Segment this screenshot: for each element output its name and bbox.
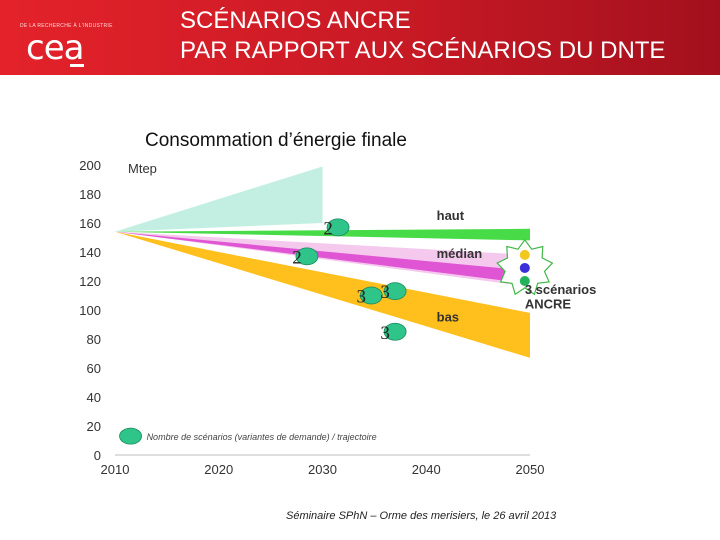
y-tick-label: 100	[79, 303, 101, 318]
scenario-count-marker	[383, 322, 407, 341]
ancre-label-line1: 3 scénarios	[525, 282, 597, 297]
y-tick-label: 80	[87, 332, 101, 347]
ancre-scenario-dot	[519, 249, 530, 260]
y-tick-label: 60	[87, 361, 101, 376]
series-band-teal	[115, 166, 323, 232]
series-band-bas	[115, 231, 530, 358]
y-tick-label: 180	[79, 187, 101, 202]
chart-title: Consommation d’énergie finale	[145, 130, 407, 151]
series-label-haut: haut	[437, 208, 465, 223]
logo-tagline: DE LA RECHERCHE À L'INDUSTRIE	[20, 23, 113, 29]
x-tick-label: 2030	[308, 462, 337, 477]
y-tick-label: 40	[87, 390, 101, 405]
cea-logo: DE LA RECHERCHE À L'INDUSTRIE cea	[10, 8, 112, 68]
scenario-count-label: 3	[357, 287, 367, 308]
y-tick-label: 0	[94, 448, 101, 463]
x-tick-label: 2040	[412, 462, 441, 477]
y-tick-label: 20	[87, 419, 101, 434]
header-banner: DE LA RECHERCHE À L'INDUSTRIE cea SCÉNAR…	[0, 0, 720, 75]
scenario-count-marker	[295, 247, 319, 266]
scenario-count-marker	[383, 282, 407, 301]
scenario-count-label: 3	[380, 282, 390, 303]
x-tick-label: 2050	[516, 462, 545, 477]
scenario-count-marker	[326, 218, 350, 237]
x-tick-label: 2010	[101, 462, 130, 477]
y-tick-label: 200	[79, 158, 101, 173]
y-tick-label: 160	[79, 216, 101, 231]
y-tick-label: 120	[79, 274, 101, 289]
series-label-bas: bas	[437, 310, 459, 325]
footer-text: Séminaire SPhN – Orme des merisiers, le …	[286, 510, 557, 522]
scenario-count-label: 3	[380, 323, 390, 344]
series-band-median-pink	[115, 231, 530, 287]
slide-title-line2: PAR RAPPORT AUX SCÉNARIOS DU DNTE	[180, 37, 666, 64]
legend-marker	[119, 427, 142, 445]
series-label-median: médian	[437, 246, 483, 261]
ancre-scenario-dot	[519, 262, 530, 273]
x-tick-label: 2020	[204, 462, 233, 477]
logo-text: cea	[26, 28, 84, 68]
ancre-label-line2: ANCRE	[525, 297, 572, 312]
ancre-scenario-dot	[519, 276, 530, 286]
scenario-count-label: 2	[292, 247, 302, 268]
series-band-haut	[115, 228, 530, 241]
slide-title: SCÉNARIOS ANCRE PAR RAPPORT AUX SCÉNARIO…	[180, 6, 665, 66]
scenario-count-marker	[359, 286, 383, 305]
legend-label: Nombre de scénarios (variantes de demand…	[147, 432, 377, 442]
slide-title-line1: SCÉNARIOS ANCRE	[180, 7, 411, 34]
logo-underline	[70, 64, 84, 67]
scenario-count-label: 2	[323, 218, 333, 239]
y-axis-label: Mtep	[128, 161, 157, 176]
y-tick-label: 140	[79, 245, 101, 260]
